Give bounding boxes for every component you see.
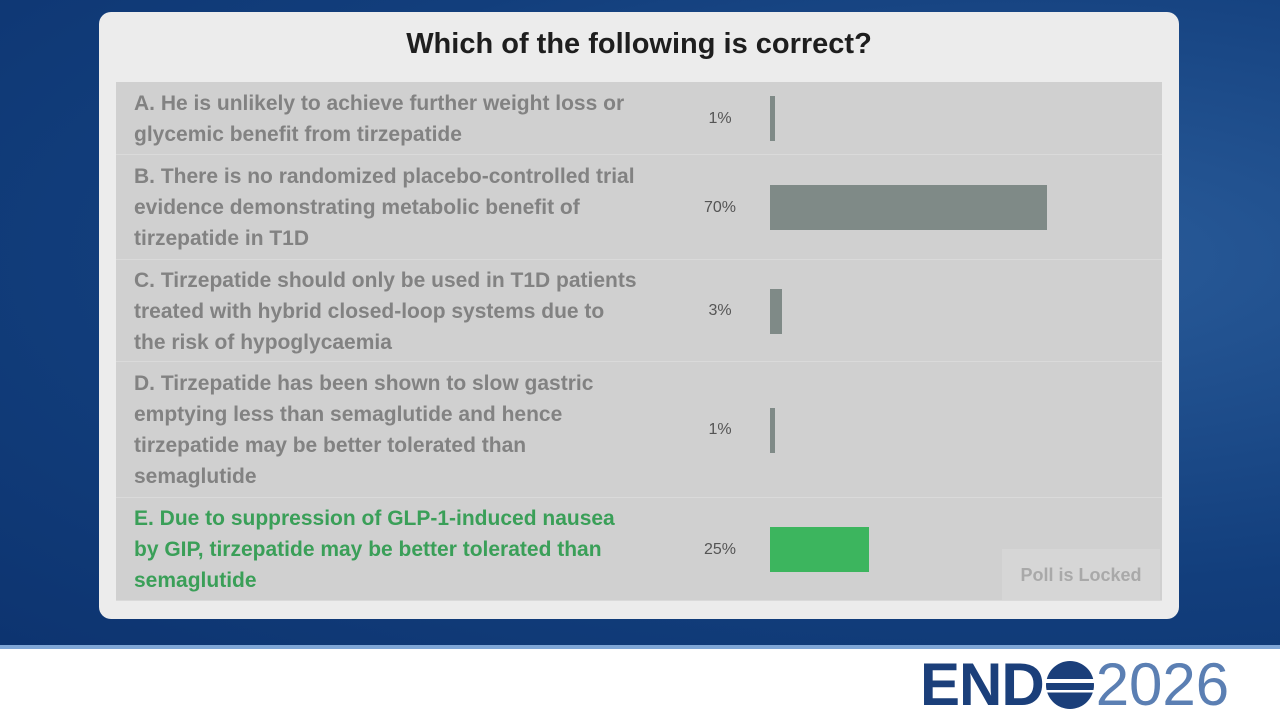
result-bar bbox=[770, 96, 775, 141]
option-line: A. He is unlikely to achieve further wei… bbox=[134, 91, 625, 115]
option-row: A. He is unlikely to achieve further wei… bbox=[116, 82, 1162, 155]
option-line: emptying less than semaglutide and hence bbox=[134, 403, 563, 426]
logo: END 2026 bbox=[920, 655, 1229, 715]
result-bar bbox=[770, 185, 1047, 230]
option-line: glycemic benefit from tirzepatide bbox=[134, 122, 462, 146]
option-line: D. Tirzepatide has been shown to slow ga… bbox=[134, 372, 594, 395]
option-text: B. There is no randomized placebo-contro… bbox=[134, 161, 635, 254]
option-text: A. He is unlikely to achieve further wei… bbox=[134, 88, 624, 150]
option-text: E. Due to suppression of GLP-1-induced n… bbox=[134, 503, 615, 596]
option-row: B. There is no randomized placebo-contro… bbox=[116, 155, 1162, 260]
option-line: semaglutide bbox=[134, 569, 257, 592]
option-line: by GIP, tirzepatide may be better tolera… bbox=[134, 538, 602, 561]
option-line: tirzepatide in T1D bbox=[134, 227, 310, 250]
option-line: evidence demonstrating metabolic benefit… bbox=[134, 196, 580, 219]
option-text: D. Tirzepatide has been shown to slow ga… bbox=[134, 368, 593, 492]
option-line: semaglutide bbox=[134, 465, 257, 488]
divider bbox=[0, 645, 1280, 649]
option-line: B. There is no randomized placebo-contro… bbox=[134, 165, 635, 188]
option-line: the risk of hypoglycaemia bbox=[134, 330, 392, 354]
option-row: D. Tirzepatide has been shown to slow ga… bbox=[116, 362, 1162, 498]
logo-text: END bbox=[920, 651, 1045, 718]
percent-label: 3% bbox=[708, 302, 732, 319]
logo-year: 2026 bbox=[1095, 651, 1230, 718]
result-bar bbox=[770, 288, 782, 334]
poll-status: Poll is Locked bbox=[1002, 549, 1160, 601]
option-row: E. Due to suppression of GLP-1-induced n… bbox=[116, 498, 1162, 601]
option-text: C. Tirzepatide should only be used in T1… bbox=[134, 265, 637, 358]
option-line: tirzepatide may be better tolerated than bbox=[134, 434, 527, 457]
option-line: treated with hybrid closed-loop systems … bbox=[134, 299, 605, 323]
percent-label: 1% bbox=[708, 109, 732, 127]
percent-label: 25% bbox=[703, 540, 737, 558]
percent-label: 70% bbox=[703, 198, 737, 216]
poll-question: Which of the following is correct? bbox=[406, 28, 872, 60]
percent-label: 1% bbox=[708, 421, 732, 438]
result-bar bbox=[770, 407, 775, 453]
option-line: C. Tirzepatide should only be used in T1… bbox=[134, 268, 637, 292]
logo-globe bbox=[1045, 661, 1094, 709]
option-line: E. Due to suppression of GLP-1-induced n… bbox=[134, 507, 615, 530]
option-row: C. Tirzepatide should only be used in T1… bbox=[116, 260, 1162, 362]
result-bar bbox=[770, 527, 869, 572]
options-table bbox=[116, 82, 1162, 601]
